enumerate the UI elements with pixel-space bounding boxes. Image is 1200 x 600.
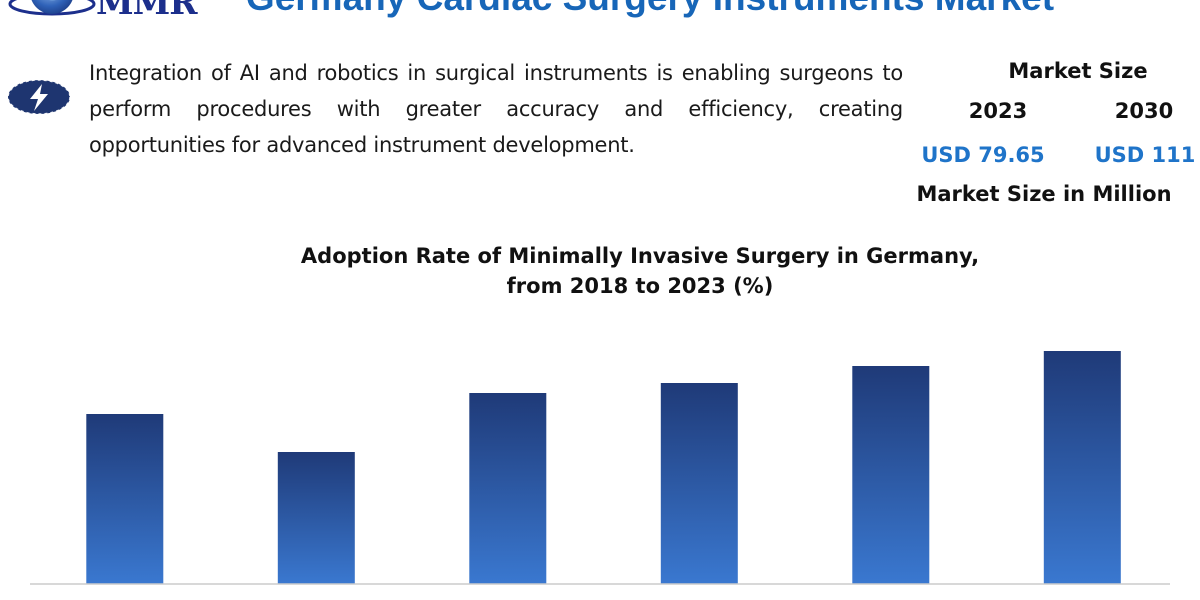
market-size-year-start: 2023 [968,99,1028,123]
bar-2018 [86,414,164,584]
market-size-year-end: 2030 [1114,99,1174,123]
chart-title-line-2: from 2018 to 2023 (%) [506,274,774,298]
market-size-value-end: USD 111 [1094,143,1196,167]
bar-2023 [1043,351,1121,584]
chart-title: Adoption Rate of Minimally Invasive Surg… [240,241,1040,301]
chart-title-line-1: Adoption Rate of Minimally Invasive Surg… [300,244,980,268]
lightning-bolt-icon [7,79,71,115]
market-size-title: Market Size [1008,59,1148,83]
bar-group [86,351,1121,584]
bar-2021 [660,383,738,584]
market-size-value-start: USD 79.65 [921,143,1045,167]
market-size-unit-label: Market Size in Million [916,182,1172,206]
bar-2019 [277,452,355,584]
bar-2022 [852,366,930,584]
insight-text: Integration of AI and robotics in surgic… [89,61,903,157]
report-title: Germany Cardiac Surgery Instruments Mark… [0,0,1200,18]
bar-2020 [469,393,547,584]
globe-logo-icon [8,0,96,16]
logo-text: MMR [96,0,198,23]
company-logo: MMR [0,0,200,24]
